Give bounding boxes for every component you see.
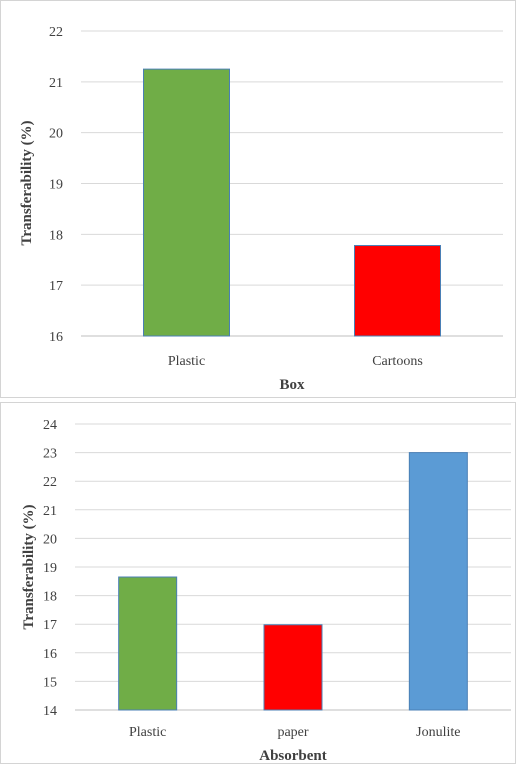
x-tick-label: Cartoons <box>372 354 423 369</box>
chart-absorbent-svg: 14 15 16 17 18 19 20 21 22 23 24 Plastic paper Jonul… <box>21 418 511 764</box>
y-tick-label: 17 <box>49 279 63 294</box>
y-tick-label: 24 <box>43 418 57 433</box>
y-tick-label: 16 <box>49 330 63 345</box>
y-tick-label: 21 <box>49 76 63 91</box>
y-tick-label: 19 <box>43 561 57 576</box>
y-tick-label: 17 <box>43 618 57 633</box>
y-tick-label: 16 <box>43 647 57 662</box>
x-tick-label: Jonulite <box>416 725 460 740</box>
y-tick-label: 18 <box>43 590 57 605</box>
bar-plastic <box>143 68 230 337</box>
x-tick-label: paper <box>277 725 308 740</box>
x-axis-title: Box <box>279 377 305 393</box>
chart-box: 16 17 18 19 20 21 22 Plastic Cartoons Box Trans… <box>0 0 516 398</box>
y-axis-title: Transferability (%) <box>21 504 37 629</box>
y-axis-title: Transferability (%) <box>19 120 35 245</box>
y-tick-label: 21 <box>43 504 57 519</box>
y-tick-label: 22 <box>49 25 63 40</box>
y-tick-label: 20 <box>49 127 63 142</box>
y-tick-label: 20 <box>43 532 57 547</box>
y-tick-label: 19 <box>49 178 63 193</box>
bar-paper <box>263 624 323 711</box>
y-tick-label: 15 <box>43 675 57 690</box>
y-tick-label: 23 <box>43 447 57 462</box>
y-tick-label: 14 <box>43 704 57 719</box>
bar-plastic <box>118 576 178 711</box>
x-axis-title: Absorbent <box>259 748 327 764</box>
chart-absorbent: 14 15 16 17 18 19 20 21 22 23 24 Plastic paper Jonul… <box>0 402 516 764</box>
x-tick-label: Plastic <box>168 354 205 369</box>
x-tick-label: Plastic <box>129 725 166 740</box>
y-tick-label: 18 <box>49 228 63 243</box>
y-tick-label: 22 <box>43 475 57 490</box>
chart-box-svg: 16 17 18 19 20 21 22 Plastic Cartoons Box Trans… <box>19 25 503 393</box>
bar-cartoons <box>354 245 441 337</box>
bar-jonulite <box>408 452 468 711</box>
